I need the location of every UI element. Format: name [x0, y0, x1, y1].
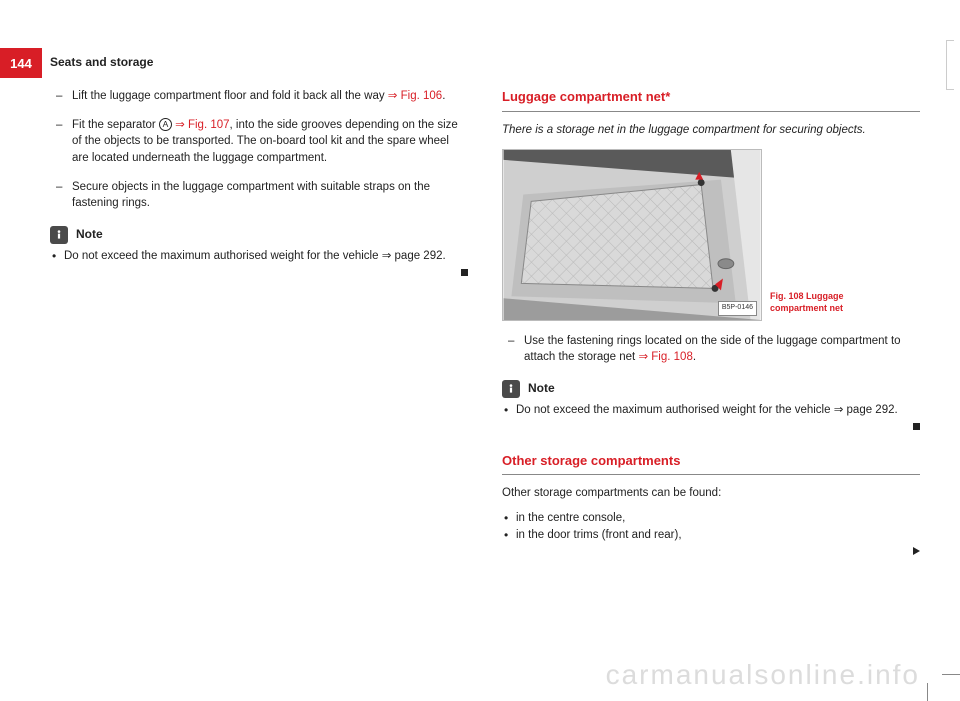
figure-code: B5P-0146 [718, 301, 757, 315]
section-title: Other storage compartments [502, 452, 920, 476]
thumb-index-notch [946, 40, 954, 90]
list-item: in the centre console, [502, 510, 920, 527]
instruction-list: Use the fastening rings located on the s… [502, 333, 920, 366]
text: Lift the luggage compartment floor and f… [72, 90, 388, 102]
running-head: Seats and storage [50, 55, 153, 69]
note-text: Do not exceed the maximum authorised wei… [50, 248, 468, 265]
text: Fit the separator [72, 119, 159, 131]
note-block: Note Do not exceed the maximum authorise… [502, 380, 920, 430]
text: Use the fastening rings located on the s… [524, 335, 901, 364]
note-title: Note [528, 380, 555, 397]
note-block: Note Do not exceed the maximum authorise… [50, 226, 468, 276]
list-item: Secure objects in the luggage compartmen… [50, 179, 468, 212]
note-heading: Note [50, 226, 468, 244]
page-number: 144 [10, 56, 32, 71]
figure-ref: ⇒ Fig. 108 [638, 351, 692, 363]
figure-image: B5P-0146 [502, 149, 762, 321]
continued-marker [913, 547, 920, 555]
page-body: Lift the luggage compartment floor and f… [50, 88, 920, 555]
text: . [693, 351, 696, 363]
bullet-list: in the centre console, in the door trims… [502, 510, 920, 555]
note-heading: Note [502, 380, 920, 398]
right-column: Luggage compartment net* There is a stor… [502, 88, 920, 555]
list-item: Lift the luggage compartment floor and f… [50, 88, 468, 105]
list-item: Fit the separator A ⇒ Fig. 107, into the… [50, 117, 468, 167]
text: Secure objects in the luggage compartmen… [72, 181, 430, 210]
note-text: Do not exceed the maximum authorised wei… [502, 402, 920, 419]
callout-letter: A [159, 118, 172, 131]
crop-mark [927, 683, 928, 701]
section-end-marker [913, 423, 920, 430]
info-icon [50, 226, 68, 244]
section-title: Luggage compartment net* [502, 88, 920, 112]
list-item: Use the fastening rings located on the s… [502, 333, 920, 366]
instruction-list: Lift the luggage compartment floor and f… [50, 88, 468, 212]
note-title: Note [76, 226, 103, 243]
section-end-marker [461, 269, 468, 276]
list-item: in the door trims (front and rear), [502, 527, 920, 544]
figure-row: B5P-0146 Fig. 108 Luggage compartment ne… [502, 149, 920, 321]
watermark: carmanualsonline.info [606, 659, 920, 691]
figure-ref: ⇒ Fig. 107 [172, 119, 230, 131]
section-intro: Other storage compartments can be found: [502, 485, 920, 502]
info-icon [502, 380, 520, 398]
section-lead: There is a storage net in the luggage co… [502, 122, 920, 139]
left-column: Lift the luggage compartment floor and f… [50, 88, 468, 555]
figure-ref: ⇒ Fig. 106 [388, 90, 442, 102]
text: . [442, 90, 445, 102]
page-number-tab: 144 [0, 48, 42, 78]
crop-mark [942, 674, 960, 675]
figure-caption: Fig. 108 Luggage compartment net [770, 291, 890, 314]
